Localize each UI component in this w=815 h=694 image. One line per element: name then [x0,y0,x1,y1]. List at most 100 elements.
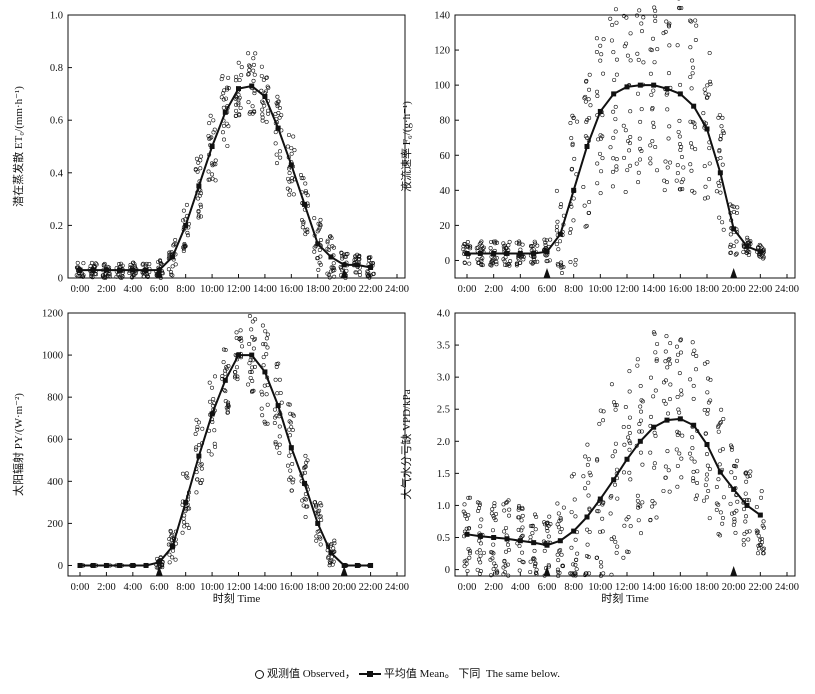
observed-point [286,132,291,137]
observed-point [689,86,694,91]
observed-point [81,274,86,279]
observed-point [695,469,700,474]
observed-point [693,497,698,502]
observed-point [301,221,306,226]
observed-point [272,421,277,426]
observed-point [664,92,669,97]
observed-point [627,439,632,444]
observed-point [180,530,185,535]
observed-point [559,262,564,267]
observed-point [221,347,226,352]
observed-point [704,452,709,457]
observed-point [100,273,105,278]
observed-point [571,472,576,477]
observed-point [728,242,733,247]
observed-point [614,57,619,62]
observed-point [587,72,592,77]
observed-point [661,380,666,385]
observed-point [127,271,132,276]
observed-point [520,506,525,511]
y-tick-label: 40 [440,186,451,197]
observed-point [611,135,616,140]
observed-point [756,533,761,538]
observed-point [732,510,737,515]
observed-point [253,317,258,322]
observed-point [692,125,697,130]
observed-point [732,209,737,214]
observed-point [259,389,264,394]
observed-point [226,124,231,129]
observed-point [247,63,252,68]
observed-point [277,450,282,455]
observed-point [501,572,506,577]
observed-point [569,510,574,515]
observed-point [652,430,657,435]
observed-point [516,527,521,532]
observed-point [583,134,588,139]
observed-point [720,521,725,526]
observed-point [260,323,265,328]
mean-point [143,267,149,273]
observed-point [276,361,281,366]
observed-point [250,335,255,340]
observed-point [614,20,619,25]
mean-point [584,144,590,149]
x-tick-label: 16:00 [668,582,692,593]
observed-point [600,529,605,534]
observed-point [253,51,258,56]
observed-point [691,396,696,401]
observed-point [636,503,641,508]
observed-point [224,121,229,126]
observed-point [462,260,467,265]
observed-point [220,130,225,135]
observed-point [746,252,751,257]
observed-point [748,469,753,474]
observed-point [546,563,551,568]
observed-point [638,450,643,455]
mean-point [169,544,175,550]
observed-point [221,97,226,102]
observed-point [528,559,533,564]
x-tick-label: 2:00 [97,284,116,295]
observed-point [184,202,189,207]
observed-point [277,442,282,447]
observed-point [586,97,591,102]
observed-point [707,516,712,521]
observed-point [480,246,485,251]
observed-point [587,199,592,204]
observed-point [260,107,265,112]
mean-point [315,241,321,247]
observed-point [743,471,748,476]
observed-point [331,559,336,564]
observed-point [276,111,281,116]
observed-point [761,519,766,524]
observed-point [219,95,224,100]
observed-point [694,353,699,358]
observed-point [495,570,500,575]
observed-point [665,449,670,454]
observed-point [259,64,264,69]
observed-point [116,273,121,278]
observed-point [235,377,240,382]
observed-point [653,350,658,355]
observed-point [598,191,603,196]
observed-point [627,369,632,374]
observed-point [327,244,332,249]
observed-point [246,71,251,76]
observed-point [508,259,513,264]
observed-point [265,402,270,407]
observed-point [264,119,269,124]
observed-point [654,515,659,520]
observed-point [627,447,632,452]
observed-point [463,511,468,516]
observed-point [206,449,211,454]
observed-point [677,134,682,139]
y-tick-label: 1.0 [50,11,63,22]
observed-point [648,156,653,161]
observed-point [237,77,242,82]
observed-point [274,161,279,166]
observed-point [332,274,337,279]
observed-point [570,141,575,146]
observed-point [223,96,228,101]
observed-point [661,31,666,36]
